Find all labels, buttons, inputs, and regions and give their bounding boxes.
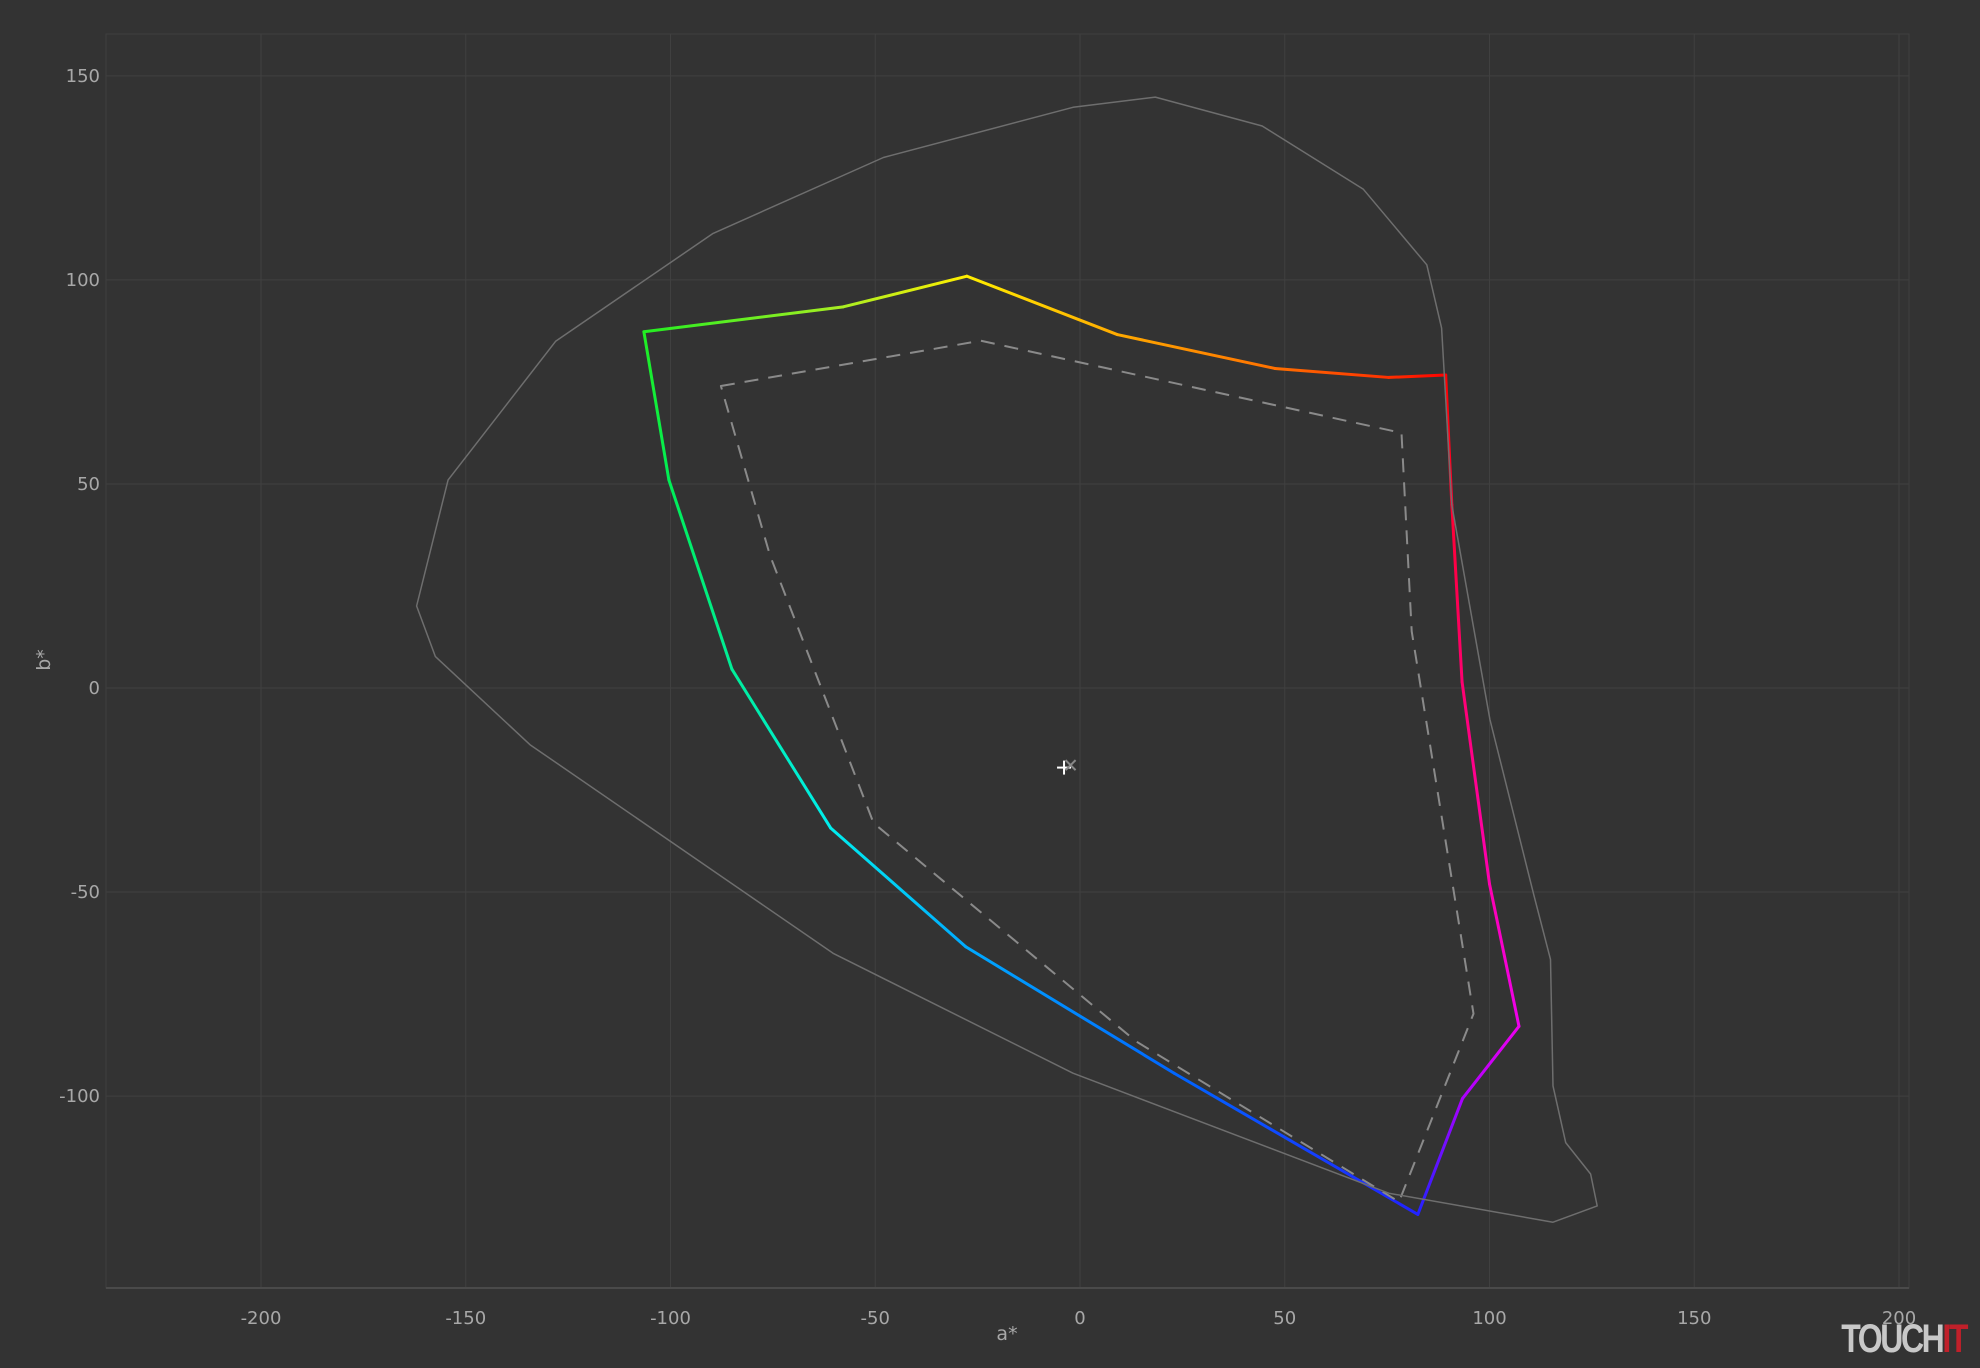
gamut-edge-segment — [1488, 882, 1521, 1028]
gamut-edge-segment — [965, 274, 1119, 337]
x-tick-label: 200 — [1882, 1308, 1916, 1329]
white-point-x-marker — [1064, 759, 1077, 771]
gamut-edge-segment — [730, 667, 833, 830]
gamut-edge-segment — [1115, 333, 1277, 370]
outer-gamut-outline — [415, 96, 1598, 1223]
y-axis-label: b* — [33, 649, 55, 671]
touchit-logo: TOUCHIT — [1841, 1317, 1968, 1362]
series-layer — [415, 96, 1598, 1223]
y-tick-label: -50 — [71, 882, 100, 903]
reference-gamut-outline — [719, 339, 1475, 1203]
x-tick-label: -100 — [650, 1308, 691, 1329]
gamut-edge-segment — [667, 478, 734, 671]
gamut-edge-segment — [1460, 680, 1491, 886]
x-tick-label: 50 — [1273, 1308, 1296, 1329]
x-tick-label: 150 — [1677, 1308, 1711, 1329]
gamut-edge-segment — [1273, 366, 1391, 379]
grid — [105, 33, 1910, 1289]
y-tick-label: 100 — [66, 270, 100, 291]
x-tick-label: -200 — [241, 1308, 282, 1329]
gamut-edge-segment — [1450, 503, 1464, 684]
x-tick-label: -150 — [445, 1308, 486, 1329]
logo-accent-text: IT — [1942, 1317, 1968, 1361]
gamut-edge-segment — [642, 305, 845, 334]
y-tick-label: 150 — [66, 66, 100, 87]
x-tick-label: -50 — [861, 1308, 890, 1329]
gamut-edge-segment — [642, 330, 671, 482]
gamut-edge-segment — [829, 826, 968, 949]
gamut-edge-segment — [841, 274, 969, 309]
y-tick-label: 0 — [89, 678, 100, 699]
plot-frame — [105, 33, 1910, 1289]
x-axis-label: a* — [996, 1323, 1017, 1345]
y-tick-label: -100 — [59, 1086, 100, 1107]
gamut-edge-segment — [964, 945, 1176, 1075]
gamut-edge-segment — [1172, 1071, 1420, 1216]
gamut-edge-segment — [1416, 1097, 1464, 1216]
gamut-edge-segment — [1460, 1024, 1521, 1101]
y-tick-label: 50 — [77, 474, 100, 495]
x-tick-label: 0 — [1074, 1308, 1085, 1329]
gamut-edge-segment — [1387, 373, 1448, 379]
logo-text: TOUCH — [1841, 1317, 1945, 1361]
x-tick-label: 100 — [1472, 1308, 1506, 1329]
tick-labels: -200 -150 -100 -50 0 50 100 150 200 150 100 50 0 -50 -… — [59, 66, 1916, 1329]
